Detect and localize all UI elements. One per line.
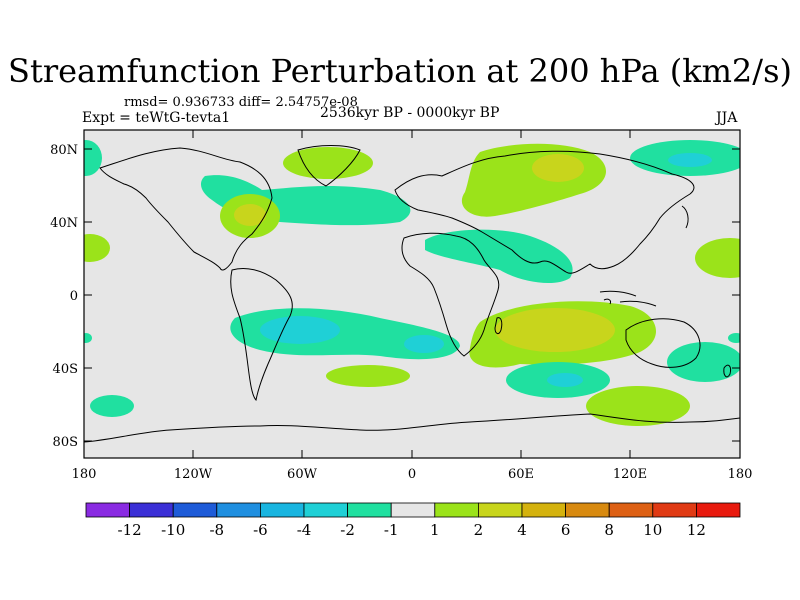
lon-label: 60E [508,467,534,482]
colorbar-label: 10 [643,521,662,539]
japan [681,205,689,229]
colorbar-swatch [521,502,566,518]
coastlines [84,145,740,443]
lon-label: 180 [72,467,97,482]
africa [401,232,500,357]
greenland [297,145,361,187]
colorbar-label: -1 [384,521,399,539]
anomaly-field [84,140,740,426]
colorbar-swatch [652,502,697,518]
anomaly-pacific-east [695,238,740,278]
colorbar-label: 4 [517,521,527,539]
colorbar-label: 8 [604,521,614,539]
anomaly-south-pacific-low [90,395,134,417]
lon-ticks [83,130,741,458]
colorbar-swatch [565,502,610,518]
colorbar-label: -6 [253,521,268,539]
colorbar-swatch [259,502,305,518]
colorbar-label: -2 [340,521,355,539]
anomaly-ne-pacific-core [668,153,712,167]
colorbar-swatch [434,502,479,518]
colorbar [85,502,741,518]
lat-label: 40S [53,362,78,377]
lat-label: 40N [50,216,78,231]
colorbar-label: 6 [561,521,571,539]
colorbar-labels: -12 -10 -8 -6 -4 -2 -1 1 2 4 6 8 10 12 [118,521,706,539]
colorbar-label: 12 [687,521,706,539]
chart-title: Streamfunction Perturbation at 200 hPa (… [8,52,792,90]
anomaly-sw-pacific [667,342,740,382]
colorbar-swatch [172,502,218,518]
north-america [99,147,273,271]
colorbar-label: 1 [430,521,440,539]
new-zealand [723,364,731,378]
season-label: JJA [716,110,738,126]
colorbar-swatch [696,502,741,518]
colorbar-swatch [129,502,174,518]
antarctica [84,413,740,443]
colorbar-swatch [477,502,523,518]
eurasia [394,150,695,274]
colorbar-label: -12 [118,521,142,539]
lon-label: 60W [287,467,318,482]
anomaly-s-atlantic-core [260,316,340,344]
lat-ticks [84,148,740,442]
lat-label: 80N [50,143,78,158]
period-label: 2536kyr BP - 0000kyr BP [320,105,500,121]
anomaly-indian-ocean-core [495,308,615,352]
experiment-label: Expt = teWtG-tevta1 [82,110,231,126]
colorbar-label: -8 [209,521,224,539]
lon-label: 120W [174,467,213,482]
lon-label: 0 [408,467,416,482]
colorbar-swatch [303,502,348,518]
australia [625,318,701,368]
colorbar-swatch [390,502,436,518]
colorbar-swatch [608,502,654,518]
anomaly-southern-ocean-core [547,373,583,387]
anomaly-dateline-south [84,333,92,343]
colorbar-swatch [347,502,392,518]
anomaly-pacific-west [84,234,110,262]
colorbar-swatch [216,502,261,518]
lat-label: 0 [70,289,78,304]
lat-label: 80S [53,435,78,450]
anomaly-greenland [283,147,373,179]
maritime-continent [599,290,657,307]
stats-line: rmsd= 0.936733 diff= 2.54757e-08 [124,95,358,110]
colorbar-swatch [85,502,130,518]
madagascar [494,317,503,335]
south-america [230,267,293,402]
anomaly-south-atlantic-high [326,365,410,387]
lat-labels: 80N 40N 0 40S 80S [50,143,78,450]
anomaly-s-atlantic-core-east [404,335,444,353]
anomaly-siberia-core [532,154,584,182]
anomaly-sw-pacific-edge [728,333,740,343]
lon-label: 120E [613,467,647,482]
lon-labels: 180 120W 60W 0 60E 120E 180 [72,467,753,482]
anomaly-south-australia [586,386,690,426]
colorbar-label: 2 [474,521,484,539]
colorbar-label: -10 [161,521,185,539]
anomaly-e-north-america-core [234,204,266,226]
lon-label: 180 [728,467,753,482]
colorbar-label: -4 [297,521,312,539]
anomaly-middle-east [425,229,573,284]
